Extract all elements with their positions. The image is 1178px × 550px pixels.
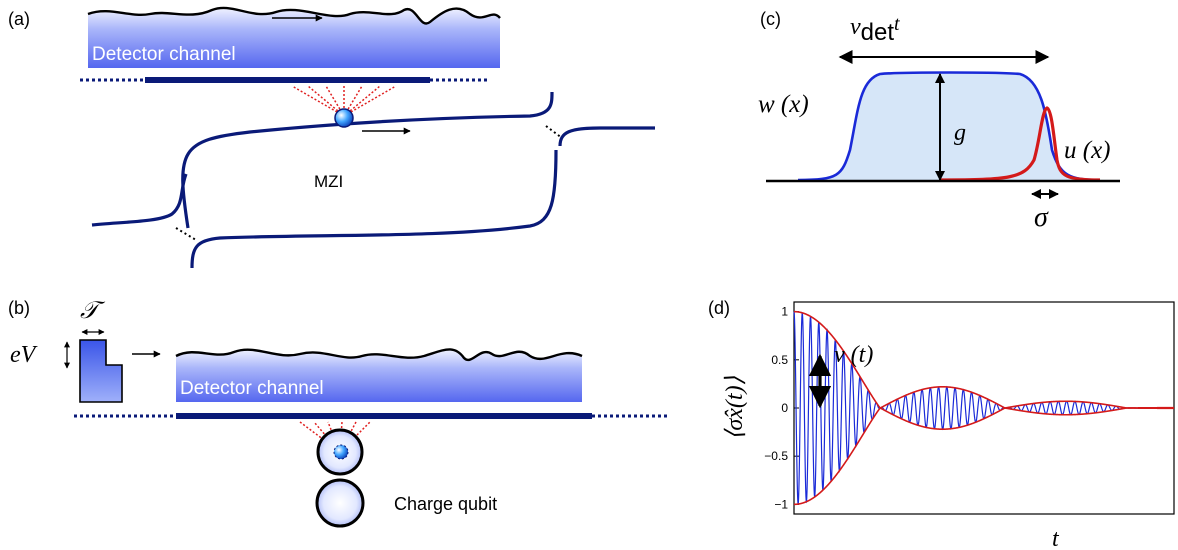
x-axis-label: t bbox=[1052, 526, 1060, 550]
mzi-lower-path bbox=[190, 149, 558, 269]
qubit-electron bbox=[333, 444, 349, 460]
y-tick-label: −1 bbox=[774, 497, 788, 511]
panel-d-tag: (d) bbox=[708, 298, 730, 318]
vdet-det: det bbox=[861, 19, 895, 46]
u-profile-line bbox=[939, 106, 1101, 182]
vdet-t: t bbox=[894, 13, 900, 35]
detector-channel-b-label: Detector channel bbox=[180, 378, 324, 399]
pulse-height-symbol: eV bbox=[10, 342, 38, 368]
mzi-lower-arm bbox=[91, 173, 188, 227]
mzi-upper-arm bbox=[181, 91, 554, 229]
mzi-upper-out bbox=[558, 126, 655, 147]
y-tick-label: 1 bbox=[781, 305, 788, 319]
envelope-lower-series bbox=[794, 386, 1174, 506]
vdet-t-label: vdett bbox=[850, 13, 900, 46]
envelope-upper-series bbox=[794, 310, 1174, 430]
g-label: g bbox=[954, 120, 966, 146]
voltage-pulse bbox=[79, 339, 123, 403]
panel-b: (b) 𝒯 eV Detector channel Charge qubit bbox=[8, 298, 670, 528]
w-profile-fill bbox=[798, 72, 1100, 180]
detector-channel-a-label: Detector channel bbox=[92, 44, 236, 65]
sigma-label: σ bbox=[1034, 202, 1049, 233]
detector-channel-b bbox=[176, 349, 582, 402]
mzi-label: MZI bbox=[314, 172, 343, 191]
w-profile-line bbox=[797, 71, 1101, 182]
panel-d: (d) 1 0.5 0 −0.5 −1 ⟨σ̂x(t)⟩ t v (t) bbox=[708, 298, 1175, 550]
panel-a-tag: (a) bbox=[8, 9, 30, 29]
charge-qubit-label: Charge qubit bbox=[394, 494, 497, 514]
u-label: u (x) bbox=[1064, 137, 1111, 164]
detector-channel-b-edge bbox=[175, 348, 583, 361]
y-axis-label: ⟨σ̂x(t)⟩ bbox=[722, 375, 748, 440]
beam-splitter-1-dots bbox=[175, 227, 197, 241]
detector-channel-a bbox=[88, 7, 500, 68]
detector-channel-a-edge bbox=[87, 6, 501, 25]
panel-c: (c) vdett g w (x) u (x) σ bbox=[758, 9, 1120, 233]
beam-splitter-2-dots bbox=[545, 125, 563, 139]
plot-lines bbox=[793, 310, 1175, 506]
vdet-v: v bbox=[850, 14, 861, 40]
qubit-dot-lower bbox=[315, 478, 365, 528]
plot-frame bbox=[793, 301, 1175, 515]
panel-a: (a) Detector channel MZI bbox=[8, 6, 655, 269]
y-tick-label: 0.5 bbox=[771, 353, 788, 367]
electron-ball-a bbox=[334, 108, 354, 128]
y-tick-label: 0 bbox=[781, 401, 788, 415]
pulse-width-symbol: 𝒯 bbox=[80, 298, 106, 324]
y-tick-label: −0.5 bbox=[764, 449, 788, 463]
v-label: v (t) bbox=[834, 342, 873, 368]
w-label: w (x) bbox=[758, 91, 809, 118]
panel-c-tag: (c) bbox=[760, 9, 781, 29]
panel-b-tag: (b) bbox=[8, 298, 30, 318]
